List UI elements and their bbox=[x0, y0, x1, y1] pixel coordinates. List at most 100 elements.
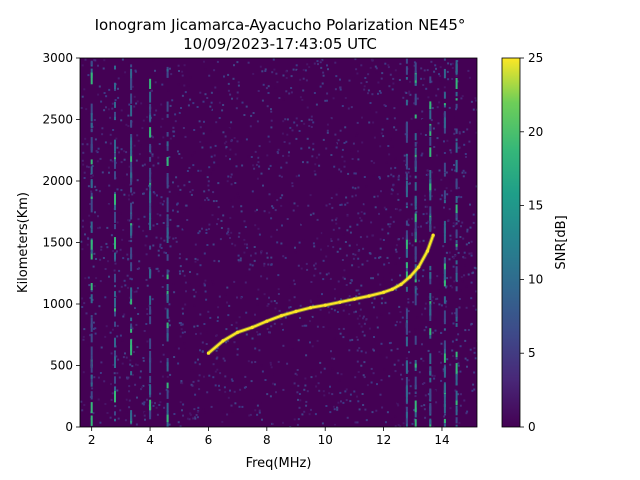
noise-cell bbox=[278, 309, 281, 312]
noise-cell bbox=[151, 298, 154, 301]
noise-cell bbox=[214, 384, 217, 387]
interference-cell bbox=[114, 418, 116, 422]
noise-cell bbox=[153, 113, 156, 116]
noise-cell bbox=[371, 90, 374, 93]
noise-cell bbox=[369, 252, 372, 255]
heatmap-cells bbox=[80, 58, 477, 427]
interference-cell bbox=[455, 244, 458, 247]
noise-cell bbox=[254, 313, 256, 316]
noise-cell bbox=[295, 137, 298, 140]
interference-cell bbox=[149, 226, 152, 231]
noise-cell bbox=[288, 92, 291, 95]
x-axis: 2 4 6 8 10 12 14 bbox=[88, 427, 450, 447]
interference-cell bbox=[130, 154, 133, 162]
noise-cell bbox=[356, 338, 359, 341]
noise-cell bbox=[383, 263, 386, 266]
noise-cell bbox=[194, 243, 197, 246]
noise-cell bbox=[470, 252, 473, 255]
noise-cell bbox=[401, 316, 404, 319]
noise-cell bbox=[257, 156, 260, 159]
noise-cell bbox=[312, 121, 315, 124]
noise-cell bbox=[315, 385, 318, 388]
noise-cell bbox=[400, 103, 403, 106]
noise-cell bbox=[391, 189, 394, 192]
noise-cell bbox=[263, 264, 266, 267]
noise-cell bbox=[96, 184, 99, 187]
noise-cell bbox=[145, 188, 148, 191]
noise-cell bbox=[296, 204, 299, 207]
noise-cell bbox=[392, 246, 395, 248]
noise-cell bbox=[261, 370, 264, 373]
noise-cell bbox=[82, 219, 84, 222]
noise-cell bbox=[451, 286, 454, 289]
interference-cell bbox=[90, 283, 93, 291]
noise-cell bbox=[283, 141, 286, 143]
noise-cell bbox=[384, 105, 387, 107]
interference-cell bbox=[455, 338, 458, 341]
noise-cell bbox=[177, 347, 180, 350]
interference-cell bbox=[455, 308, 458, 317]
noise-cell bbox=[110, 383, 112, 386]
noise-cell bbox=[225, 335, 228, 338]
noise-cell bbox=[348, 295, 351, 298]
colorbar-frame bbox=[501, 57, 521, 428]
noise-cell bbox=[357, 158, 360, 161]
noise-cell bbox=[421, 383, 424, 385]
noise-cell bbox=[306, 268, 309, 271]
noise-cell bbox=[223, 75, 225, 78]
interference-cell bbox=[429, 303, 432, 316]
interference-cell bbox=[443, 227, 446, 234]
noise-cell bbox=[229, 93, 232, 96]
noise-cell bbox=[95, 150, 98, 152]
trace-point bbox=[236, 330, 240, 334]
interference-cell bbox=[149, 393, 152, 398]
noise-cell bbox=[112, 252, 115, 255]
interference-cell bbox=[166, 284, 169, 291]
noise-cell bbox=[260, 364, 263, 367]
interference-cell bbox=[114, 139, 116, 149]
interference-cell bbox=[429, 265, 432, 271]
noise-cell bbox=[158, 203, 161, 206]
noise-cell bbox=[178, 270, 181, 273]
noise-cell bbox=[179, 188, 182, 191]
noise-cell bbox=[354, 172, 357, 175]
noise-cell bbox=[131, 201, 134, 204]
noise-cell bbox=[271, 423, 274, 425]
noise-cell bbox=[230, 173, 233, 176]
noise-cell bbox=[451, 340, 454, 343]
trace-point bbox=[294, 309, 298, 313]
interference-cell bbox=[130, 105, 133, 117]
noise-cell bbox=[332, 228, 335, 231]
noise-cell bbox=[209, 316, 212, 319]
noise-cell bbox=[181, 270, 184, 273]
noise-cell bbox=[188, 283, 191, 286]
noise-cell bbox=[396, 347, 399, 350]
noise-cell bbox=[449, 407, 452, 410]
interference-cell bbox=[114, 356, 116, 368]
noise-cell bbox=[249, 125, 252, 128]
noise-cell bbox=[446, 358, 449, 361]
noise-cell bbox=[453, 116, 456, 119]
noise-cell bbox=[448, 177, 451, 180]
noise-cell bbox=[354, 187, 357, 190]
noise-cell bbox=[321, 293, 323, 296]
interference-cell bbox=[414, 142, 417, 147]
noise-cell bbox=[179, 401, 182, 404]
noise-cell bbox=[466, 275, 469, 278]
noise-cell bbox=[398, 79, 401, 81]
noise-cell bbox=[81, 64, 84, 67]
interference-cell bbox=[90, 159, 93, 165]
noise-cell bbox=[397, 176, 400, 178]
noise-cell bbox=[301, 413, 304, 416]
noise-cell bbox=[218, 384, 220, 387]
noise-cell bbox=[423, 69, 426, 72]
noise-cell bbox=[407, 171, 410, 174]
noise-cell bbox=[464, 256, 467, 259]
noise-cell bbox=[116, 146, 119, 149]
noise-cell bbox=[472, 108, 475, 111]
noise-cell bbox=[117, 77, 120, 80]
noise-cell bbox=[229, 158, 231, 161]
noise-cell bbox=[196, 416, 199, 419]
noise-cell bbox=[151, 153, 154, 156]
noise-cell bbox=[203, 175, 206, 178]
